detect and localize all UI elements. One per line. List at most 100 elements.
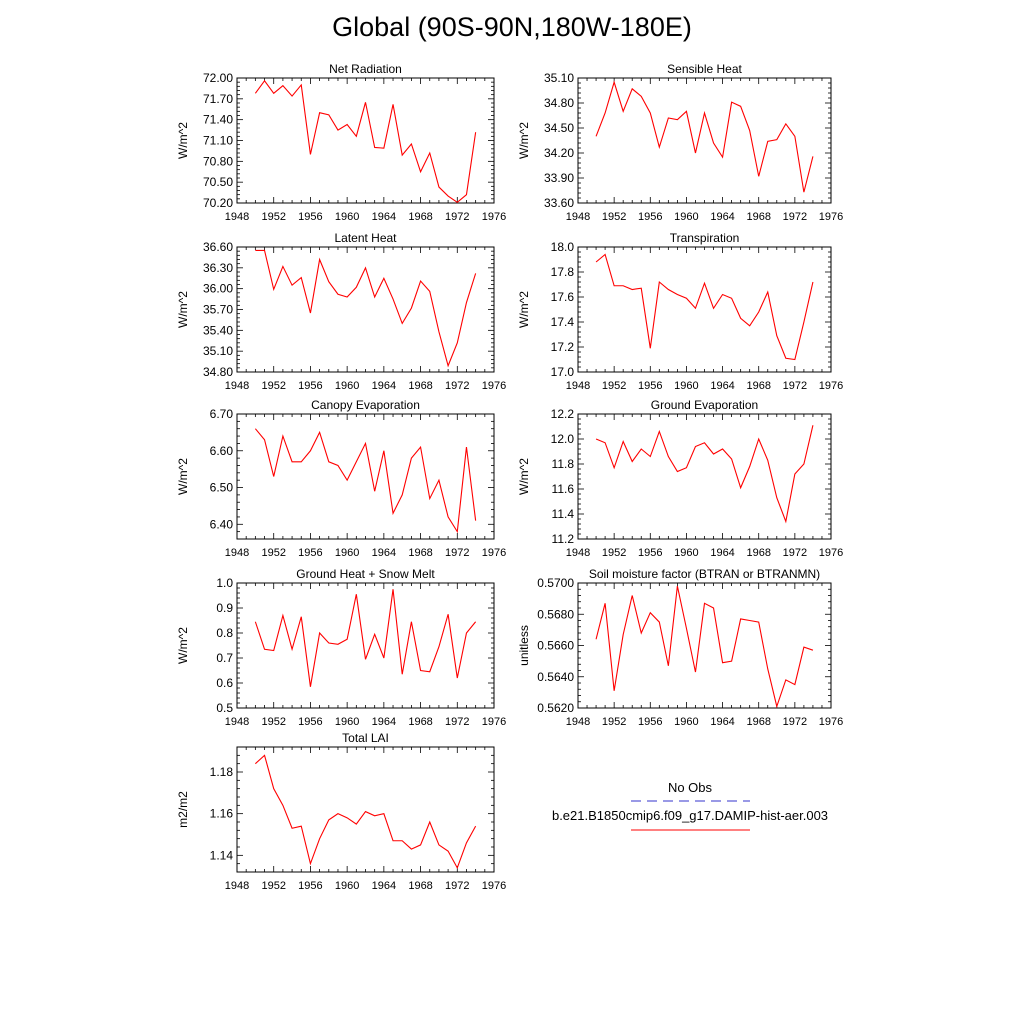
y-tick-label: 6.70 bbox=[210, 407, 234, 421]
x-tick-label: 1956 bbox=[638, 716, 662, 728]
x-tick-label: 1952 bbox=[602, 211, 626, 223]
x-tick-label: 1964 bbox=[372, 211, 396, 223]
x-tick-label: 1964 bbox=[710, 547, 734, 559]
x-tick-label: 1968 bbox=[746, 380, 770, 392]
x-tick-label: 1956 bbox=[298, 380, 322, 392]
x-tick-label: 1956 bbox=[298, 880, 322, 892]
x-tick-label: 1960 bbox=[335, 547, 359, 559]
y-tick-label: 11.6 bbox=[552, 482, 575, 496]
chart-panel-1: 1948 1952 1956 1960 1964 1968 1972 1976 70.20 70.… bbox=[176, 62, 506, 223]
x-tick-label: 1976 bbox=[819, 716, 843, 728]
panel-title: Total LAI bbox=[342, 731, 389, 745]
x-tick-label: 1948 bbox=[225, 547, 249, 559]
chart-panel-4: 1948 1952 1956 1960 1964 1968 1972 1976 17.0 17.2… bbox=[517, 231, 843, 392]
x-tick-label: 1976 bbox=[482, 880, 506, 892]
y-tick-label: 71.40 bbox=[203, 113, 233, 127]
x-tick-label: 1972 bbox=[783, 547, 807, 559]
y-tick-label: 70.50 bbox=[203, 175, 233, 189]
x-tick-label: 1968 bbox=[746, 547, 770, 559]
y-axis-label: W/m^2 bbox=[517, 291, 531, 328]
y-tick-label: 12.2 bbox=[551, 407, 575, 421]
x-tick-label: 1960 bbox=[335, 716, 359, 728]
x-tick-label: 1976 bbox=[819, 380, 843, 392]
x-tick-label: 1968 bbox=[408, 547, 432, 559]
y-tick-label: 17.2 bbox=[551, 340, 575, 354]
panel-title: Sensible Heat bbox=[667, 62, 742, 76]
y-tick-label: 35.40 bbox=[203, 323, 233, 337]
x-tick-label: 1948 bbox=[225, 380, 249, 392]
y-tick-label: 17.8 bbox=[551, 265, 575, 279]
y-tick-label: 0.7 bbox=[216, 651, 233, 665]
x-tick-label: 1960 bbox=[335, 211, 359, 223]
x-tick-label: 1964 bbox=[710, 380, 734, 392]
y-tick-label: 17.0 bbox=[551, 365, 575, 379]
x-tick-label: 1968 bbox=[746, 211, 770, 223]
y-axis-label: W/m^2 bbox=[176, 122, 190, 159]
x-tick-label: 1960 bbox=[674, 716, 698, 728]
y-tick-label: 11.4 bbox=[552, 507, 575, 521]
y-tick-label: 70.80 bbox=[203, 154, 233, 168]
x-tick-label: 1948 bbox=[566, 380, 590, 392]
x-tick-label: 1968 bbox=[408, 716, 432, 728]
y-tick-label: 71.10 bbox=[203, 134, 233, 148]
y-tick-label: 1.14 bbox=[210, 848, 234, 862]
series-line-1 bbox=[595, 80, 814, 193]
y-tick-label: 17.6 bbox=[551, 290, 575, 304]
y-tick-label: 0.5680 bbox=[537, 607, 574, 621]
y-axis-label: W/m^2 bbox=[176, 458, 190, 495]
x-tick-label: 1968 bbox=[408, 380, 432, 392]
chart-panel-2: 1948 1952 1956 1960 1964 1968 1972 1976 33.60 33.… bbox=[517, 62, 843, 223]
y-tick-label: 1.18 bbox=[210, 765, 234, 779]
x-tick-label: 1972 bbox=[445, 547, 469, 559]
legend-label-model: b.e21.B1850cmip6.f09_g17.DAMIP-hist-aer.… bbox=[552, 808, 828, 823]
x-tick-label: 1952 bbox=[261, 716, 285, 728]
x-tick-label: 1952 bbox=[602, 547, 626, 559]
x-tick-label: 1952 bbox=[261, 211, 285, 223]
series-line-1 bbox=[595, 586, 814, 709]
x-tick-label: 1964 bbox=[372, 880, 396, 892]
panel-title: Canopy Evaporation bbox=[311, 398, 420, 412]
series-line-1 bbox=[595, 425, 814, 524]
x-tick-label: 1972 bbox=[445, 880, 469, 892]
x-tick-label: 1960 bbox=[335, 880, 359, 892]
y-tick-label: 33.60 bbox=[544, 196, 574, 210]
x-tick-label: 1964 bbox=[372, 380, 396, 392]
y-tick-label: 0.8 bbox=[216, 626, 233, 640]
y-tick-label: 0.6 bbox=[216, 676, 233, 690]
x-tick-label: 1952 bbox=[602, 380, 626, 392]
y-tick-label: 35.10 bbox=[203, 344, 233, 358]
y-axis-label: unitless bbox=[517, 625, 531, 666]
plot-frame bbox=[577, 77, 832, 204]
y-tick-label: 11.2 bbox=[552, 532, 575, 546]
y-tick-label: 0.5620 bbox=[537, 701, 574, 715]
y-tick-label: 72.00 bbox=[203, 71, 233, 85]
y-tick-label: 11.8 bbox=[552, 457, 575, 471]
series-line-1 bbox=[254, 754, 477, 870]
y-tick-label: 0.5700 bbox=[537, 576, 574, 590]
y-tick-label: 17.4 bbox=[551, 315, 575, 329]
series-line-1 bbox=[595, 253, 814, 361]
panel-title: Ground Evaporation bbox=[651, 398, 758, 412]
plot-frame bbox=[577, 246, 832, 373]
chart-panel-8: 1948 1952 1956 1960 1964 1968 1972 1976 0.5620 0.… bbox=[517, 567, 843, 728]
x-tick-label: 1976 bbox=[482, 211, 506, 223]
x-tick-label: 1952 bbox=[261, 880, 285, 892]
y-tick-label: 34.20 bbox=[544, 146, 574, 160]
y-axis-label: W/m^2 bbox=[176, 627, 190, 664]
x-tick-label: 1968 bbox=[746, 716, 770, 728]
panel-title: Transpiration bbox=[670, 231, 740, 245]
page-title: Global (90S-90N,180W-180E) bbox=[332, 12, 692, 42]
chart-panel-9: 1948 1952 1956 1960 1964 1968 1972 1976 1.14 1.16… bbox=[176, 731, 506, 892]
x-tick-label: 1964 bbox=[372, 716, 396, 728]
x-tick-label: 1976 bbox=[482, 380, 506, 392]
panel-title: Ground Heat + Snow Melt bbox=[296, 567, 435, 581]
x-tick-label: 1972 bbox=[445, 380, 469, 392]
x-tick-label: 1972 bbox=[783, 716, 807, 728]
x-tick-label: 1960 bbox=[335, 380, 359, 392]
x-tick-label: 1976 bbox=[819, 547, 843, 559]
y-tick-label: 1.16 bbox=[210, 807, 234, 821]
plot-frame bbox=[577, 582, 832, 709]
y-tick-label: 34.80 bbox=[203, 365, 233, 379]
y-tick-label: 0.5 bbox=[216, 701, 233, 715]
